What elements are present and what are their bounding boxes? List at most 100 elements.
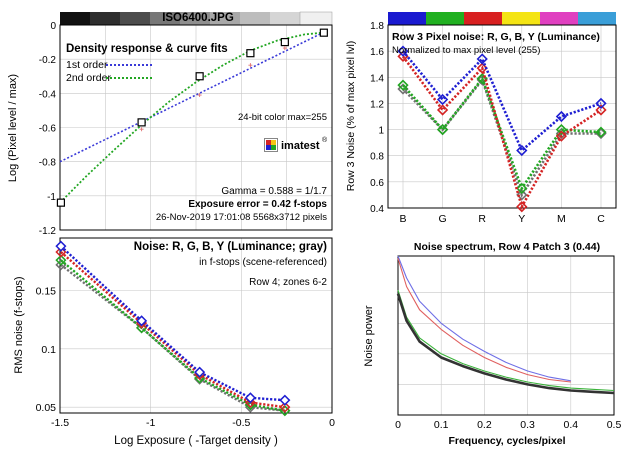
spectrum-x-tick-label: 0.4 bbox=[563, 419, 578, 431]
spectrum-y-label: Noise power bbox=[363, 305, 375, 366]
spectrum-axes-frame bbox=[397, 255, 615, 416]
noise-y-label: RMS noise (f-stops) bbox=[13, 276, 25, 373]
noise-point-B bbox=[279, 394, 291, 406]
spectrum-line-G bbox=[397, 290, 615, 392]
legend-2nd-order: 2nd order bbox=[66, 72, 111, 84]
row3-point-B bbox=[476, 53, 488, 65]
density-offset-point bbox=[248, 63, 253, 68]
density-y-tick-label: -1 bbox=[47, 192, 56, 203]
spectrum-gridlines bbox=[397, 256, 615, 415]
density-y-tick-label: -0.2 bbox=[39, 55, 57, 66]
noise-y-tick-label: 0.05 bbox=[36, 402, 57, 414]
row3-line-G bbox=[402, 75, 602, 192]
density-title: Density response & curve fits bbox=[66, 43, 228, 55]
density-y-tick-label: -0.4 bbox=[39, 89, 57, 100]
row3-x-tick-label: R bbox=[478, 213, 486, 225]
noise-x-tick-label: -0.5 bbox=[232, 417, 250, 429]
row3-y-tick-label: 1 bbox=[378, 126, 384, 137]
density-y-tick-label: -0.6 bbox=[39, 124, 57, 135]
row3-point-B bbox=[436, 93, 449, 106]
density-measured-point bbox=[137, 118, 146, 127]
row3-x-tick-label: Y bbox=[518, 213, 525, 225]
spectrum-title: Noise spectrum, Row 4 Patch 3 (0.44) bbox=[414, 241, 600, 253]
density-offset-point bbox=[197, 93, 202, 98]
noise-point-G bbox=[136, 322, 148, 334]
noise-spectrum-chart: Noise spectrum, Row 4 Patch 3 (0.44) 0 0.… bbox=[363, 241, 621, 447]
density-legend: 1st order 2nd order bbox=[66, 59, 152, 84]
noise-y-ticks: 0.05 0.1 0.15 bbox=[36, 286, 57, 415]
density-y-tick-label: -0.8 bbox=[39, 158, 57, 169]
imatest-logo-text: imatest bbox=[281, 140, 320, 152]
row3-point-B bbox=[516, 144, 528, 157]
noise-y-tick-label: 0.15 bbox=[36, 286, 57, 298]
spectrum-x-tick-label: 0.1 bbox=[434, 419, 449, 431]
timestamp-readout: 26-Nov-2019 17:01:08 5568x3712 pixels bbox=[156, 212, 327, 223]
density-2nd-order-line bbox=[59, 31, 323, 204]
color-swatch-strip bbox=[388, 12, 616, 25]
noise-x-tick-label: -1 bbox=[146, 417, 155, 429]
spectrum-x-tick-label: 0.2 bbox=[477, 419, 492, 431]
density-chart: ISO6400.JPG 0 -0.2 -0.4 -0.6 -0.8 -1 -1.2 Log … bbox=[7, 11, 333, 237]
row3-point-B bbox=[595, 97, 607, 110]
color-swatch bbox=[464, 12, 502, 25]
gray-step-strip bbox=[60, 11, 333, 26]
noise-x-label: Log Exposure ( -Target density ) bbox=[114, 435, 278, 447]
noise-point-B bbox=[55, 240, 67, 252]
row3-point-R bbox=[595, 104, 607, 116]
density-offset-point bbox=[282, 46, 287, 51]
noise-point-G bbox=[55, 254, 67, 266]
row3-line-R bbox=[401, 55, 602, 211]
color-swatch bbox=[388, 12, 426, 25]
spectrum-line-Y bbox=[396, 293, 615, 395]
density-axes-frame bbox=[59, 24, 333, 231]
density-measured-point bbox=[246, 49, 255, 58]
density-y-ticks: 0 -0.2 -0.4 -0.6 -0.8 -1 -1.2 bbox=[39, 21, 57, 237]
noise-zone-note: Row 4; zones 6-2 bbox=[249, 277, 327, 288]
density-measured-point bbox=[56, 198, 66, 207]
color-swatch bbox=[578, 12, 616, 25]
gamma-readout: Gamma = 0.588 = 1/1.7 bbox=[221, 186, 327, 197]
legend-1st-order: 1st order bbox=[66, 59, 108, 71]
spectrum-x-tick-label: 0.5 bbox=[607, 419, 622, 431]
noise-point-Y bbox=[194, 373, 206, 385]
imatest-logo: imatest ® bbox=[264, 136, 328, 152]
density-measured-point bbox=[280, 37, 289, 47]
row3-point-G bbox=[595, 126, 607, 138]
density-y-tick-label: -1.2 bbox=[39, 226, 57, 237]
row3-point-R bbox=[555, 130, 568, 142]
row3-x-tick-label: C bbox=[597, 213, 605, 225]
noise-line-Y bbox=[60, 263, 286, 412]
row3-point-R bbox=[516, 201, 528, 213]
row3-point-Y bbox=[476, 74, 488, 86]
row3-y-tick-label: 0.6 bbox=[370, 178, 384, 189]
fstop-noise-chart: 0.05 0.1 0.15 -1.5 -1 -0.5 0 RMS noise (f-sto… bbox=[13, 237, 335, 447]
color-swatch bbox=[502, 12, 540, 25]
row3-x-tick-label: M bbox=[557, 213, 566, 225]
row3-y-tick-label: 0.8 bbox=[370, 152, 384, 163]
noise-x-ticks: -1.5 -1 -0.5 0 bbox=[51, 417, 335, 429]
color-depth-note: 24-bit color max=255 bbox=[238, 112, 327, 123]
row3-noise-chart: 0.4 0.6 0.8 1 1.2 1.4 1.6 1.8 B G R Y M C Row 3 Nois… bbox=[345, 12, 617, 225]
row3-y-ticks: 0.4 0.6 0.8 1 1.2 1.4 1.6 1.8 bbox=[370, 21, 384, 215]
density-1st-order-line bbox=[59, 31, 324, 163]
color-swatch bbox=[426, 12, 464, 25]
density-offset-point bbox=[139, 127, 144, 132]
row3-y-label: Row 3 Noise (% of max pixel lvl) bbox=[345, 41, 357, 192]
row3-line-B bbox=[401, 50, 602, 153]
row3-y-tick-label: 0.4 bbox=[370, 204, 384, 215]
density-y-label: Log (Pixel level / max) bbox=[7, 74, 19, 182]
noise-point-R bbox=[279, 401, 291, 413]
row3-y-tick-label: 1.8 bbox=[370, 21, 384, 32]
spectrum-line-R bbox=[397, 258, 571, 383]
exposure-error-readout: Exposure error = 0.42 f-stops bbox=[188, 199, 327, 210]
noise-point-R bbox=[244, 396, 256, 409]
row3-point-G bbox=[436, 123, 449, 136]
row3-subtitle: Normalized to max pixel level (255) bbox=[392, 45, 540, 56]
row3-y-tick-label: 1.4 bbox=[370, 73, 384, 84]
noise-point-B bbox=[244, 392, 256, 404]
density-measured-point bbox=[319, 28, 328, 37]
density-series bbox=[56, 28, 328, 207]
spectrum-series bbox=[396, 255, 615, 395]
